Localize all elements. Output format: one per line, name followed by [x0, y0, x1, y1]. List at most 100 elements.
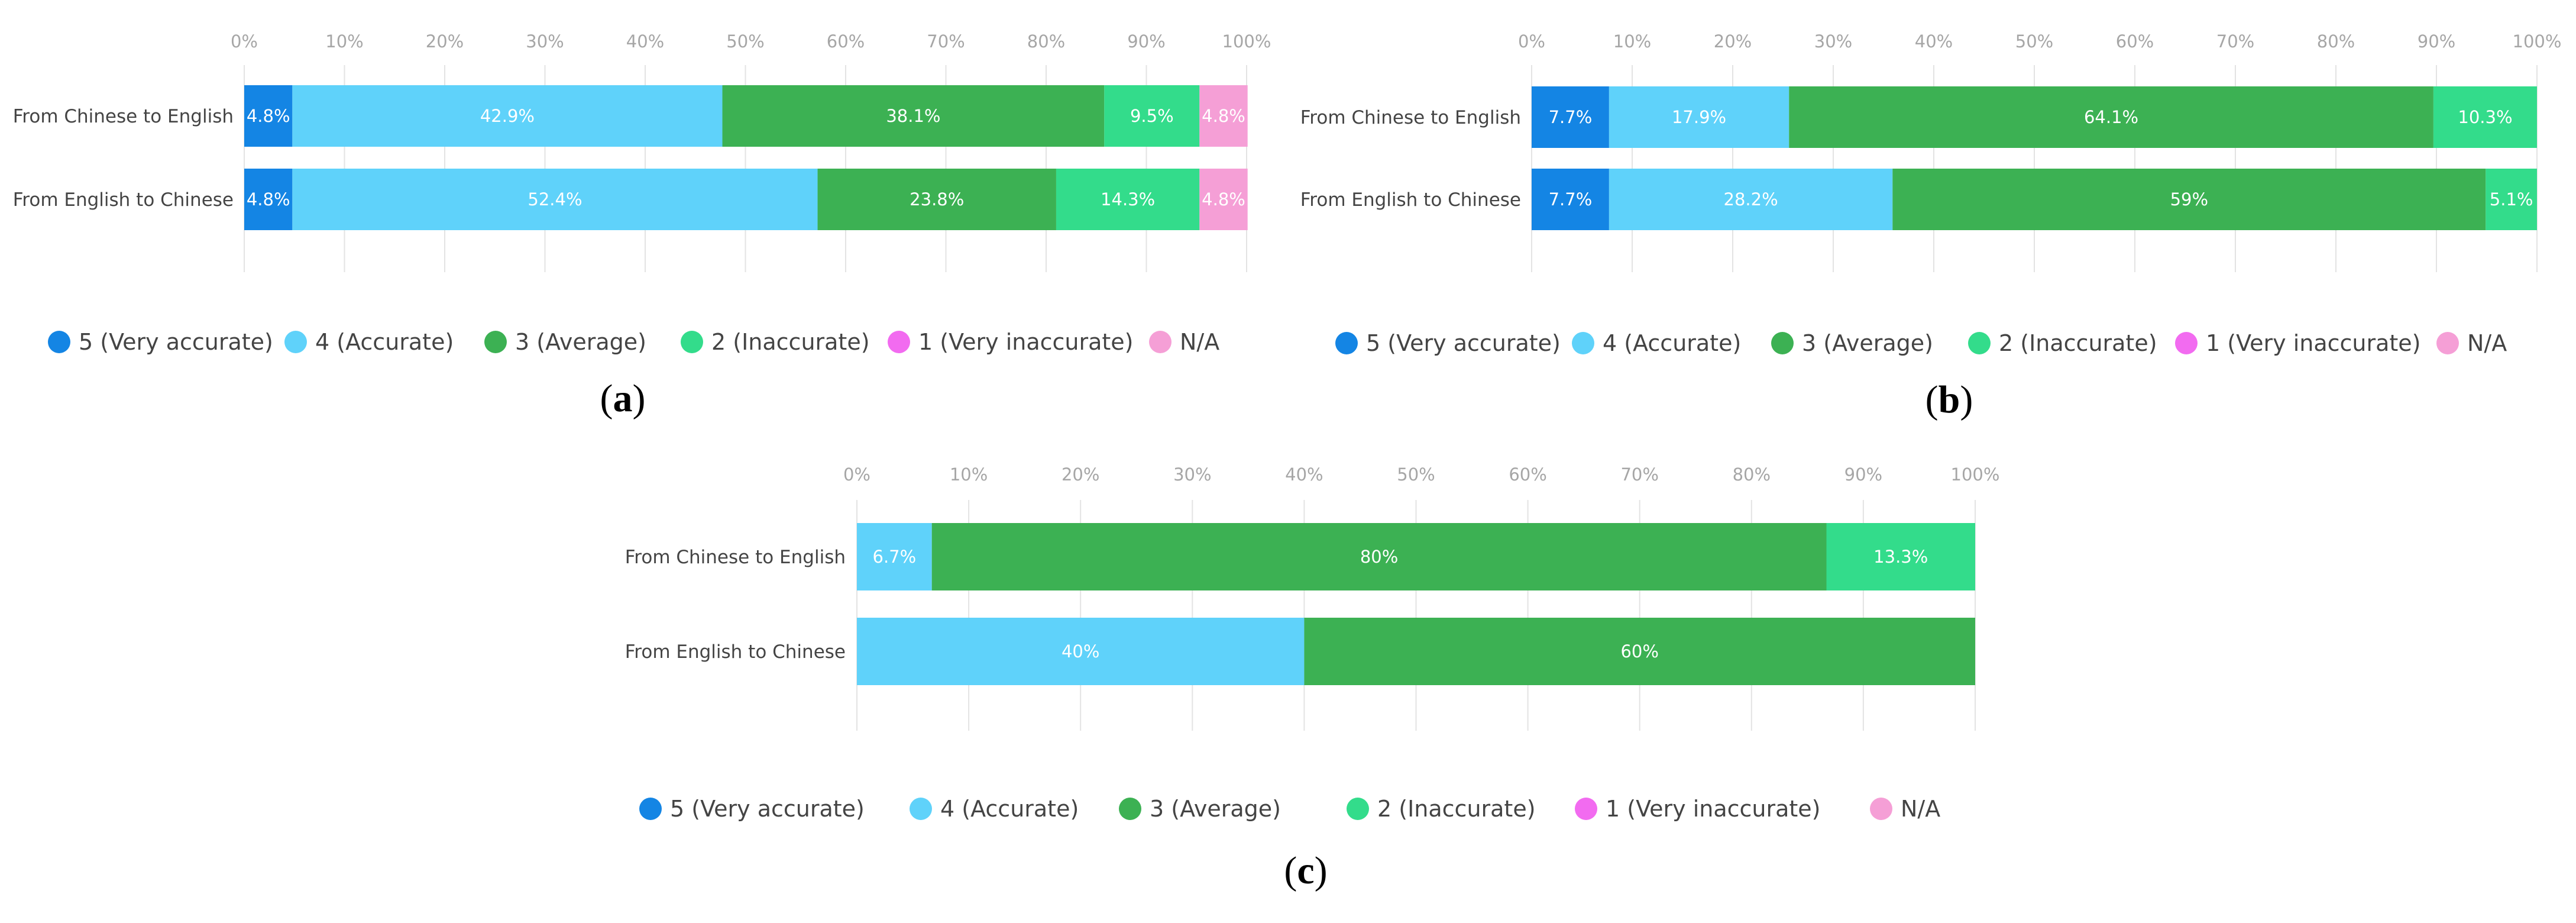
data-label: 7.7% [1549, 107, 1593, 127]
bar-segment-2-inaccurate [2433, 86, 2537, 148]
legend-label: 4 (Accurate) [1603, 330, 1741, 356]
legend-marker-4-accurate [284, 331, 307, 353]
bar-segment-5-very-accurate [244, 169, 293, 230]
legend-marker-1-very-inaccurate [888, 331, 910, 353]
legend-label: 1 (Very inaccurate) [918, 329, 1134, 355]
x-tick-label: 40% [1285, 464, 1323, 485]
x-tick-label: 30% [1814, 31, 1852, 51]
category-label: From Chinese to English [13, 106, 234, 127]
legend-label: 3 (Average) [1150, 796, 1281, 822]
bar-segment-3-average [722, 85, 1105, 147]
data-label: 42.9% [480, 106, 535, 126]
legend-label: 2 (Inaccurate) [711, 329, 870, 355]
x-tick-label: 30% [1173, 464, 1211, 485]
legend-label: 5 (Very accurate) [1366, 330, 1561, 356]
x-tick-label: 40% [1915, 31, 1953, 51]
bar-segment-2-inaccurate [1826, 523, 1975, 590]
x-tick-label: 100% [1222, 31, 1271, 51]
x-tick-label: 80% [2317, 31, 2355, 51]
bar-segment-n-a [1199, 169, 1248, 230]
x-tick-label: 40% [626, 31, 664, 51]
x-tick-label: 0% [843, 464, 870, 485]
legend-marker-4-accurate [910, 798, 932, 820]
bar-segment-3-average [1892, 169, 2486, 230]
x-tick-label: 10% [1613, 31, 1651, 51]
data-label: 80% [1360, 547, 1398, 567]
chart-panel-a: 0% 10% 20% 30% 40% 50% 60% 70% 80% 90% 100% From Ch… [13, 31, 1271, 420]
x-tick-label: 10% [950, 464, 988, 485]
x-tick-label: 60% [1509, 464, 1546, 485]
bar-segment-3-average [1304, 618, 1975, 685]
legend-label: 2 (Inaccurate) [1999, 330, 2157, 356]
legend-label: 4 (Accurate) [940, 796, 1079, 822]
panel-label: (a) [600, 377, 646, 420]
x-tick-label: 20% [426, 31, 464, 51]
x-tick-label: 90% [1844, 464, 1882, 485]
x-tick-label: 50% [1397, 464, 1435, 485]
data-label: 60% [1620, 641, 1658, 661]
legend-marker-3-average [1119, 798, 1141, 820]
legend-label: 5 (Very accurate) [79, 329, 273, 355]
x-tick-label: 100% [2513, 31, 2562, 51]
data-label: 9.5% [1130, 106, 1174, 126]
x-tick-label: 100% [1951, 464, 2000, 485]
bar-segment-2-inaccurate [1104, 85, 1200, 147]
legend-marker-5-very-accurate [1335, 332, 1358, 354]
legend-marker-n-a [2436, 332, 2459, 354]
category-label: From Chinese to English [1300, 107, 1521, 128]
legend-marker-1-very-inaccurate [2175, 332, 2198, 354]
legend-marker-5-very-accurate [48, 331, 70, 353]
x-tick-label: 30% [526, 31, 564, 51]
legend-marker-4-accurate [1572, 332, 1594, 354]
x-tick-label: 70% [1620, 464, 1658, 485]
data-label: 4.8% [1202, 189, 1245, 209]
legend-label: 4 (Accurate) [315, 329, 454, 355]
x-tick-label: 90% [2418, 31, 2455, 51]
legend-label: 2 (Inaccurate) [1377, 796, 1536, 822]
legend-marker-5-very-accurate [639, 798, 662, 820]
bar-segment-2-inaccurate [2486, 169, 2537, 230]
legend-label: 1 (Very inaccurate) [2206, 330, 2421, 356]
x-tick-label: 60% [2116, 31, 2154, 51]
bar-segment-5-very-accurate [244, 85, 293, 147]
bar-segment-3-average [1789, 86, 2433, 148]
data-label: 23.8% [910, 189, 964, 209]
bar-segment-5-very-accurate [1532, 169, 1609, 230]
x-tick-label: 70% [2216, 31, 2254, 51]
legend-label: N/A [1901, 796, 1940, 822]
bar-segment-3-average [931, 523, 1827, 590]
x-tick-label: 80% [1027, 31, 1065, 51]
data-label: 28.2% [1724, 189, 1778, 209]
data-label: 4.8% [1202, 106, 1245, 126]
data-label: 7.7% [1549, 189, 1593, 209]
x-tick-label: 20% [1714, 31, 1752, 51]
x-tick-label: 60% [827, 31, 865, 51]
legend-marker-3-average [484, 331, 507, 353]
legend-marker-2-inaccurate [681, 331, 703, 353]
legend-marker-3-average [1771, 332, 1794, 354]
x-tick-label: 70% [927, 31, 965, 51]
data-label: 4.8% [247, 106, 290, 126]
x-tick-label: 80% [1733, 464, 1771, 485]
x-tick-label: 0% [231, 31, 258, 51]
data-label: 4.8% [247, 189, 290, 209]
bar-segment-5-very-accurate [1532, 86, 1609, 148]
legend-marker-1-very-inaccurate [1575, 798, 1597, 820]
x-tick-label: 10% [325, 31, 363, 51]
legend-label: 1 (Very inaccurate) [1606, 796, 1821, 822]
chart-panel-c: 0% 10% 20% 30% 40% 50% 60% 70% 80% 90% 100% From Ch… [625, 464, 2000, 892]
legend-marker-n-a [1149, 331, 1172, 353]
bar-segment-3-average [817, 169, 1056, 230]
panel-label: (c) [1284, 849, 1327, 892]
bar-segment-4-accurate [857, 523, 932, 590]
data-label: 17.9% [1672, 107, 1726, 127]
x-tick-label: 50% [2015, 31, 2053, 51]
legend-label: 3 (Average) [1802, 330, 1933, 356]
bar-segment-n-a [1199, 85, 1248, 147]
legend-label: 5 (Very accurate) [670, 796, 865, 822]
category-label: From English to Chinese [1300, 189, 1521, 211]
x-tick-label: 20% [1062, 464, 1099, 485]
x-tick-label: 0% [1518, 31, 1545, 51]
chart-panel-b: 0% 10% 20% 30% 40% 50% 60% 70% 80% 90% 100% From Ch… [1300, 31, 2562, 421]
